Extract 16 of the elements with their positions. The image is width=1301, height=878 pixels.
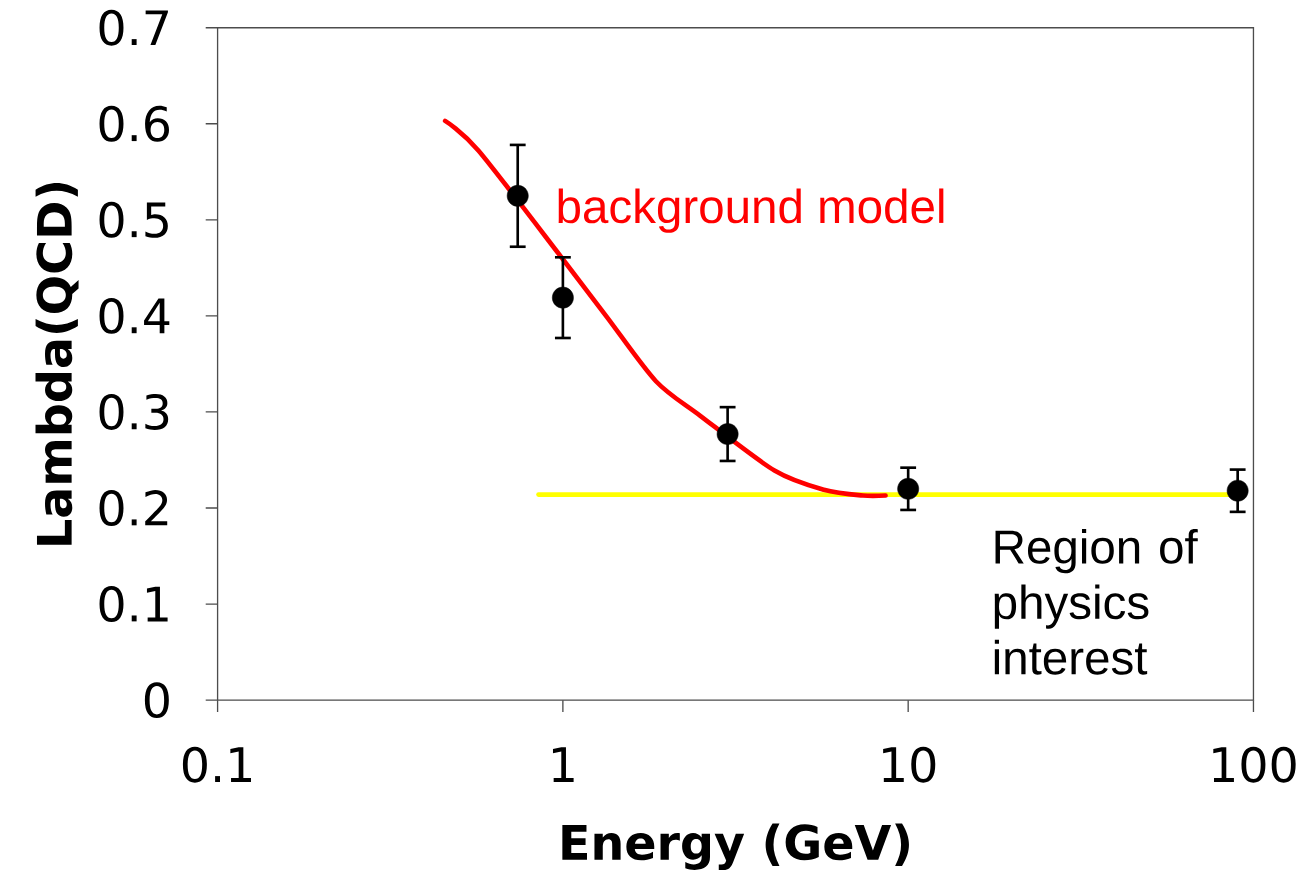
x-tick-label: 100 <box>1213 746 1296 783</box>
x-axis-title: Energy (GeV) <box>562 823 909 870</box>
x-tick-label: 10 <box>883 746 936 783</box>
y-tick-label: 0 <box>144 681 169 718</box>
x-tick-label: 1 <box>552 747 574 782</box>
y-tick-label: 0.6 <box>99 105 169 142</box>
y-tick-label: 0.1 <box>99 585 168 622</box>
y-axis-title: Lambda(QCD) <box>35 182 79 545</box>
x-tick-label: 0.1 <box>182 746 251 783</box>
annotation: background model <box>558 188 944 233</box>
y-tick-label: 0.7 <box>99 9 168 46</box>
y-tick-label: 0.3 <box>99 393 169 430</box>
y-tick-label: 0.5 <box>99 201 168 238</box>
y-tick-label: 0.2 <box>99 489 168 526</box>
annotation: Region of physics interest <box>994 528 1198 675</box>
y-tick-label: 0.4 <box>99 297 170 334</box>
